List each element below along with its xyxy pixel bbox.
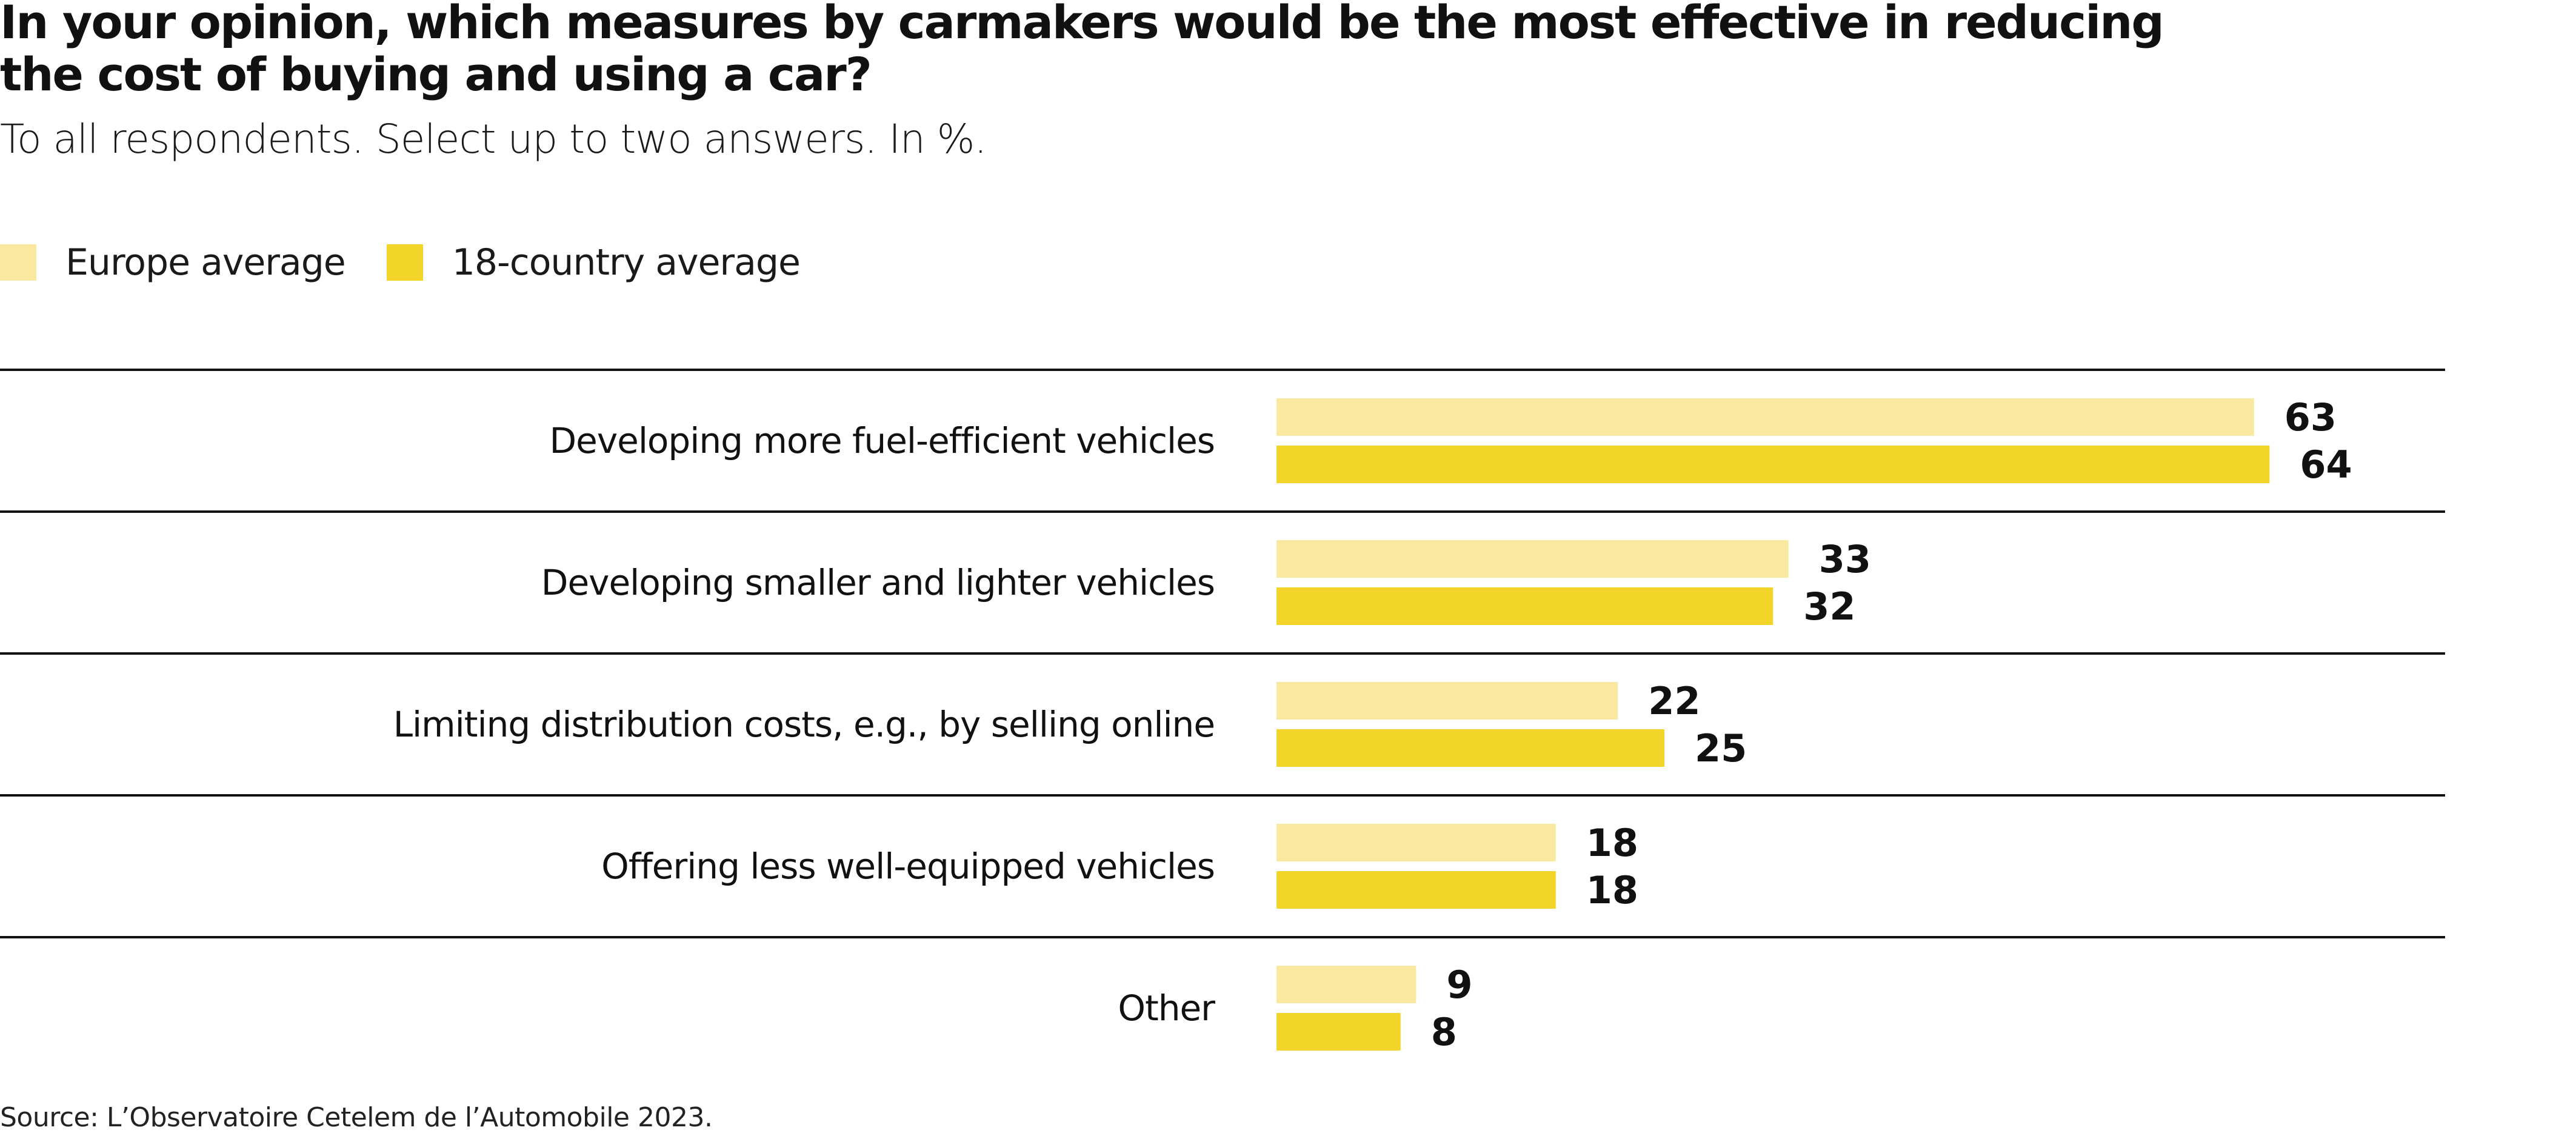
- value-label: 33: [1819, 537, 1871, 581]
- category-label: Limiting distribution costs, e.g., by se…: [393, 704, 1215, 745]
- category-label: Developing smaller and lighter vehicles: [541, 562, 1215, 603]
- legend-swatch-europe: [0, 244, 36, 281]
- legend-swatch-18-country: [386, 244, 423, 281]
- value-label: 18: [1586, 821, 1638, 865]
- chart-title: In your opinion, which measures by carma…: [0, 0, 2164, 101]
- legend-label-europe: Europe average: [65, 241, 346, 284]
- category-label: Developing more fuel-efficient vehicles: [549, 420, 1215, 461]
- value-label: 32: [1803, 584, 1855, 629]
- bar-europe: [1276, 398, 2254, 436]
- bar-18-country: [1276, 587, 1774, 625]
- bar-europe: [1276, 682, 1618, 720]
- legend-label-18-country: 18-country average: [452, 241, 801, 284]
- bar-18-country: [1276, 729, 1664, 767]
- value-label: 9: [1446, 963, 1472, 1007]
- value-label: 63: [2284, 395, 2337, 439]
- value-label: 22: [1648, 679, 1700, 723]
- legend: Europe average 18-country average: [0, 241, 841, 284]
- bar-18-country: [1276, 446, 2270, 483]
- category-label: Offering less well-equipped vehicles: [601, 846, 1215, 887]
- bar-18-country: [1276, 871, 1556, 909]
- bar-europe: [1276, 966, 1416, 1003]
- chart-subtitle: To all respondents. Select up to two ans…: [0, 116, 987, 162]
- legend-item-18-country: 18-country average: [386, 241, 801, 284]
- value-label: 18: [1586, 868, 1638, 912]
- source-note: Source: L’Observatoire Cetelem de l’Auto…: [0, 1102, 713, 1133]
- legend-item-europe: Europe average: [0, 241, 346, 284]
- category-label: Other: [1118, 988, 1215, 1029]
- bar-europe: [1276, 824, 1556, 861]
- value-label: 64: [2300, 443, 2352, 487]
- value-label: 25: [1695, 726, 1747, 770]
- bar-18-country: [1276, 1013, 1401, 1051]
- bar-europe: [1276, 540, 1789, 578]
- value-label: 8: [1431, 1010, 1457, 1054]
